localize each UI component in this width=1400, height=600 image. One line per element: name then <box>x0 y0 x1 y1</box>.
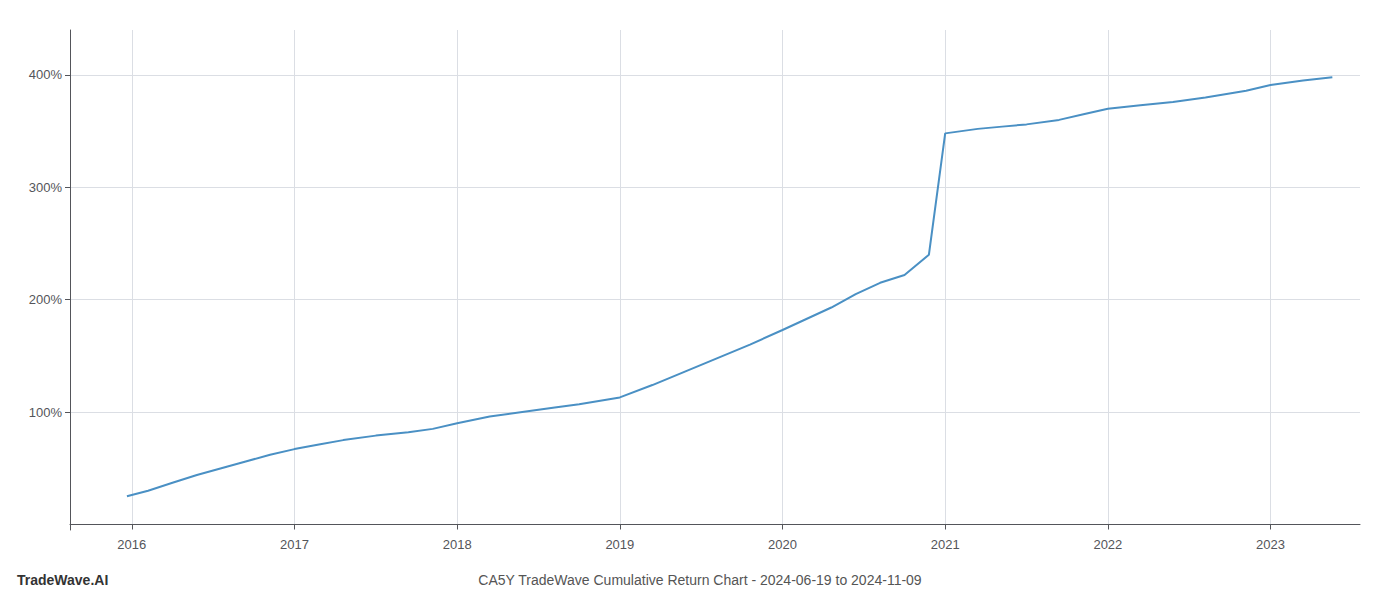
svg-text:2022: 2022 <box>1093 537 1122 552</box>
svg-text:TradeWave.AI: TradeWave.AI <box>17 572 108 588</box>
svg-text:2023: 2023 <box>1256 537 1285 552</box>
svg-text:2017: 2017 <box>280 537 309 552</box>
svg-text:2020: 2020 <box>768 537 797 552</box>
svg-text:CA5Y TradeWave Cumulative Retu: CA5Y TradeWave Cumulative Return Chart -… <box>478 572 922 588</box>
svg-text:400%: 400% <box>29 67 63 82</box>
svg-text:100%: 100% <box>29 405 63 420</box>
svg-text:300%: 300% <box>29 180 63 195</box>
svg-text:2018: 2018 <box>443 537 472 552</box>
svg-text:2016: 2016 <box>117 537 146 552</box>
svg-text:2019: 2019 <box>605 537 634 552</box>
svg-text:200%: 200% <box>29 292 63 307</box>
svg-text:2021: 2021 <box>931 537 960 552</box>
